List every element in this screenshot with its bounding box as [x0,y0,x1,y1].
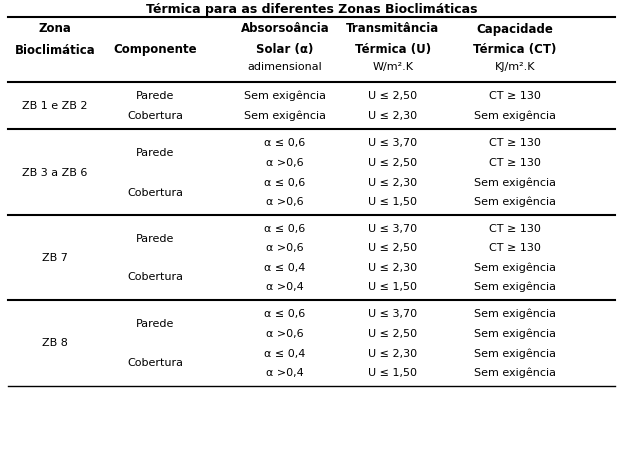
Text: α ≤ 0,6: α ≤ 0,6 [264,178,306,188]
Text: Sem exigência: Sem exigência [244,111,326,121]
Text: U ≤ 2,50: U ≤ 2,50 [368,329,417,339]
Text: Sem exigência: Sem exigência [474,349,556,359]
Text: Térmica (CT): Térmica (CT) [473,43,557,56]
Text: α >0,6: α >0,6 [266,158,304,168]
Text: Parede: Parede [136,91,174,101]
Text: ZB 3 a ZB 6: ZB 3 a ZB 6 [22,168,88,177]
Text: U ≤ 2,30: U ≤ 2,30 [368,111,417,121]
Text: α >0,6: α >0,6 [266,197,304,207]
Text: Sem exigência: Sem exigência [244,91,326,101]
Text: Capacidade: Capacidade [477,23,553,36]
Text: Sem exigência: Sem exigência [474,178,556,188]
Text: Bioclimática: Bioclimática [14,43,95,56]
Text: Térmica (U): Térmica (U) [355,43,431,56]
Text: Solar (α): Solar (α) [256,43,314,56]
Text: α >0,4: α >0,4 [266,368,304,378]
Text: Parede: Parede [136,233,174,243]
Text: α >0,4: α >0,4 [266,282,304,292]
Text: U ≤ 2,30: U ≤ 2,30 [368,178,417,188]
Text: α ≤ 0,6: α ≤ 0,6 [264,224,306,234]
Text: Sem exigência: Sem exigência [474,282,556,292]
Text: Sem exigência: Sem exigência [474,197,556,207]
Text: Sem exigência: Sem exigência [474,329,556,339]
Text: U ≤ 1,50: U ≤ 1,50 [368,368,417,378]
Text: adimensional: adimensional [247,62,322,72]
Text: ZB 8: ZB 8 [42,339,68,348]
Text: U ≤ 3,70: U ≤ 3,70 [368,224,417,234]
Text: Sem exigência: Sem exigência [474,368,556,378]
Text: ZB 1 e ZB 2: ZB 1 e ZB 2 [22,101,88,111]
Text: Cobertura: Cobertura [127,188,183,197]
Text: Sem exigência: Sem exigência [474,309,556,319]
Text: Cobertura: Cobertura [127,111,183,121]
Text: U ≤ 2,50: U ≤ 2,50 [368,91,417,101]
Text: ZB 7: ZB 7 [42,253,68,263]
Text: KJ/m².K: KJ/m².K [495,62,535,72]
Text: U ≤ 1,50: U ≤ 1,50 [368,197,417,207]
Text: U ≤ 2,50: U ≤ 2,50 [368,158,417,168]
Text: Parede: Parede [136,148,174,158]
Text: Componente: Componente [113,43,197,56]
Text: CT ≥ 130: CT ≥ 130 [489,243,541,253]
Text: α >0,6: α >0,6 [266,329,304,339]
Text: Zona: Zona [39,23,72,36]
Text: U ≤ 3,70: U ≤ 3,70 [368,309,417,319]
Text: Parede: Parede [136,319,174,329]
Text: U ≤ 3,70: U ≤ 3,70 [368,138,417,148]
Text: CT ≥ 130: CT ≥ 130 [489,158,541,168]
Text: U ≤ 2,30: U ≤ 2,30 [368,263,417,273]
Text: CT ≥ 130: CT ≥ 130 [489,91,541,101]
Text: Sem exigência: Sem exigência [474,263,556,273]
Text: α ≤ 0,4: α ≤ 0,4 [264,349,306,359]
Text: α ≤ 0,6: α ≤ 0,6 [264,309,306,319]
Text: W/m².K: W/m².K [373,62,414,72]
Text: Sem exigência: Sem exigência [474,111,556,121]
Text: Cobertura: Cobertura [127,273,183,282]
Text: Transmitância: Transmitância [346,23,440,36]
Text: U ≤ 2,30: U ≤ 2,30 [368,349,417,359]
Text: α ≤ 0,6: α ≤ 0,6 [264,138,306,148]
Text: Cobertura: Cobertura [127,359,183,369]
Text: U ≤ 1,50: U ≤ 1,50 [368,282,417,292]
Text: CT ≥ 130: CT ≥ 130 [489,224,541,234]
Text: CT ≥ 130: CT ≥ 130 [489,138,541,148]
Text: α >0,6: α >0,6 [266,243,304,253]
Text: α ≤ 0,4: α ≤ 0,4 [264,263,306,273]
Text: Térmica para as diferentes Zonas Bioclimáticas: Térmica para as diferentes Zonas Bioclim… [146,4,477,17]
Text: Absorsoância: Absorsoância [240,23,330,36]
Text: U ≤ 2,50: U ≤ 2,50 [368,243,417,253]
